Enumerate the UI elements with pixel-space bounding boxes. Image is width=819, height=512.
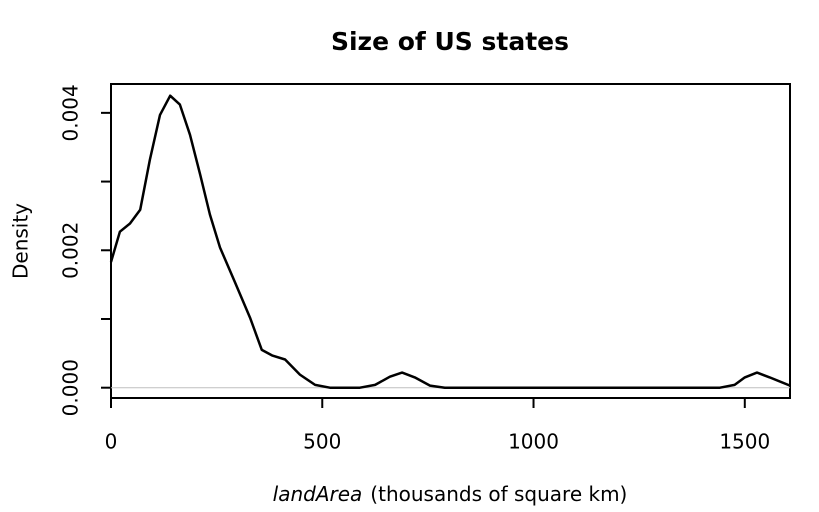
density-line — [109, 94, 791, 389]
chart-title: Size of US states — [331, 27, 569, 56]
x-tick-label: 500 — [303, 430, 341, 454]
y-tick-label: 0.002 — [59, 222, 83, 279]
y-tick-label: 0.004 — [59, 84, 83, 141]
x-tick-label: 1000 — [508, 430, 559, 454]
y-tick-label: 0.000 — [59, 359, 83, 416]
x-tick-label: 0 — [105, 430, 118, 454]
y-axis-label: Density — [9, 203, 33, 279]
x-label-var: landArea — [273, 482, 363, 506]
plot-box — [110, 83, 791, 399]
x-label-unit: (thousands of square km) — [370, 482, 627, 506]
x-axis-label: landArea (thousands of square km) — [273, 482, 628, 506]
x-tick-label: 1500 — [719, 430, 770, 454]
